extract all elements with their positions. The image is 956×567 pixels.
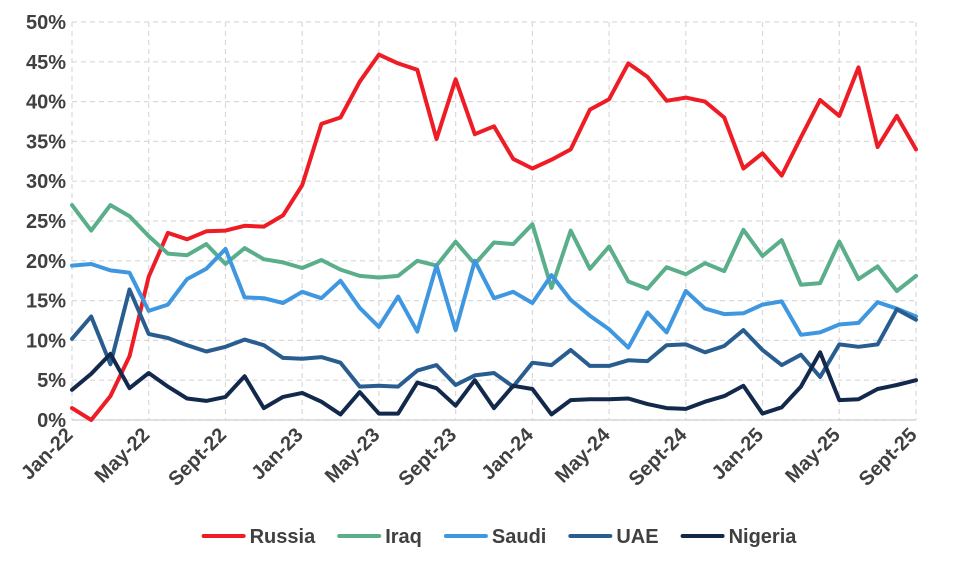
y-tick-label: 50% xyxy=(26,12,66,34)
y-axis-ticks: 0% 5% 10% 15% 20% 25% 30% 35% 40% 45% 50% xyxy=(26,12,66,432)
legend-label: Nigeria xyxy=(729,526,798,548)
series-line-nigeria xyxy=(70,350,918,417)
legend-item-nigeria: Nigeria xyxy=(680,526,798,548)
x-tick-label: Jan-22 xyxy=(17,424,77,484)
y-tick-label: 35% xyxy=(26,131,66,153)
legend-item-uae: UAE xyxy=(568,526,659,548)
y-tick-label: 5% xyxy=(37,370,66,392)
legend-label: Russia xyxy=(250,526,316,548)
x-tick-label: Sept-25 xyxy=(855,424,922,491)
legend: Russia Iraq Saudi UAE Nigeria xyxy=(201,526,798,548)
x-tick-label: Sept-22 xyxy=(164,424,231,491)
y-tick-label: 0% xyxy=(37,410,66,432)
legend-item-iraq: Iraq xyxy=(337,526,422,548)
legend-item-russia: Russia xyxy=(201,526,316,548)
y-tick-label: 10% xyxy=(26,330,66,352)
x-tick-label: Jan-23 xyxy=(247,424,307,484)
series-line-iraq xyxy=(70,203,918,293)
y-tick-label: 20% xyxy=(26,251,66,273)
legend-label: UAE xyxy=(616,526,658,548)
x-tick-label: May-23 xyxy=(321,424,385,488)
x-tick-label: May-25 xyxy=(781,424,845,488)
x-axis-ticks: Jan-22 May-22 Sept-22 Jan-23 May-23 Sept-23 Ja… xyxy=(17,423,921,490)
legend-label: Saudi xyxy=(492,526,546,548)
x-tick-label: May-24 xyxy=(551,423,615,487)
x-tick-label: May-22 xyxy=(91,424,155,488)
x-tick-label: Jan-25 xyxy=(708,424,768,484)
series-line-saudi xyxy=(70,246,918,350)
x-tick-label: Jan-24 xyxy=(478,423,539,484)
series-line-russia xyxy=(70,52,918,422)
x-tick-label: Sept-24 xyxy=(625,423,692,490)
series-lines xyxy=(70,52,918,422)
legend-label: Iraq xyxy=(385,526,422,548)
y-tick-label: 30% xyxy=(26,171,66,193)
y-tick-label: 45% xyxy=(26,52,66,74)
y-tick-label: 15% xyxy=(26,291,66,313)
y-tick-label: 25% xyxy=(26,211,66,233)
y-tick-label: 40% xyxy=(26,92,66,114)
legend-item-saudi: Saudi xyxy=(443,526,546,548)
series-line-uae xyxy=(70,287,918,389)
x-tick-label: Sept-23 xyxy=(395,424,462,491)
